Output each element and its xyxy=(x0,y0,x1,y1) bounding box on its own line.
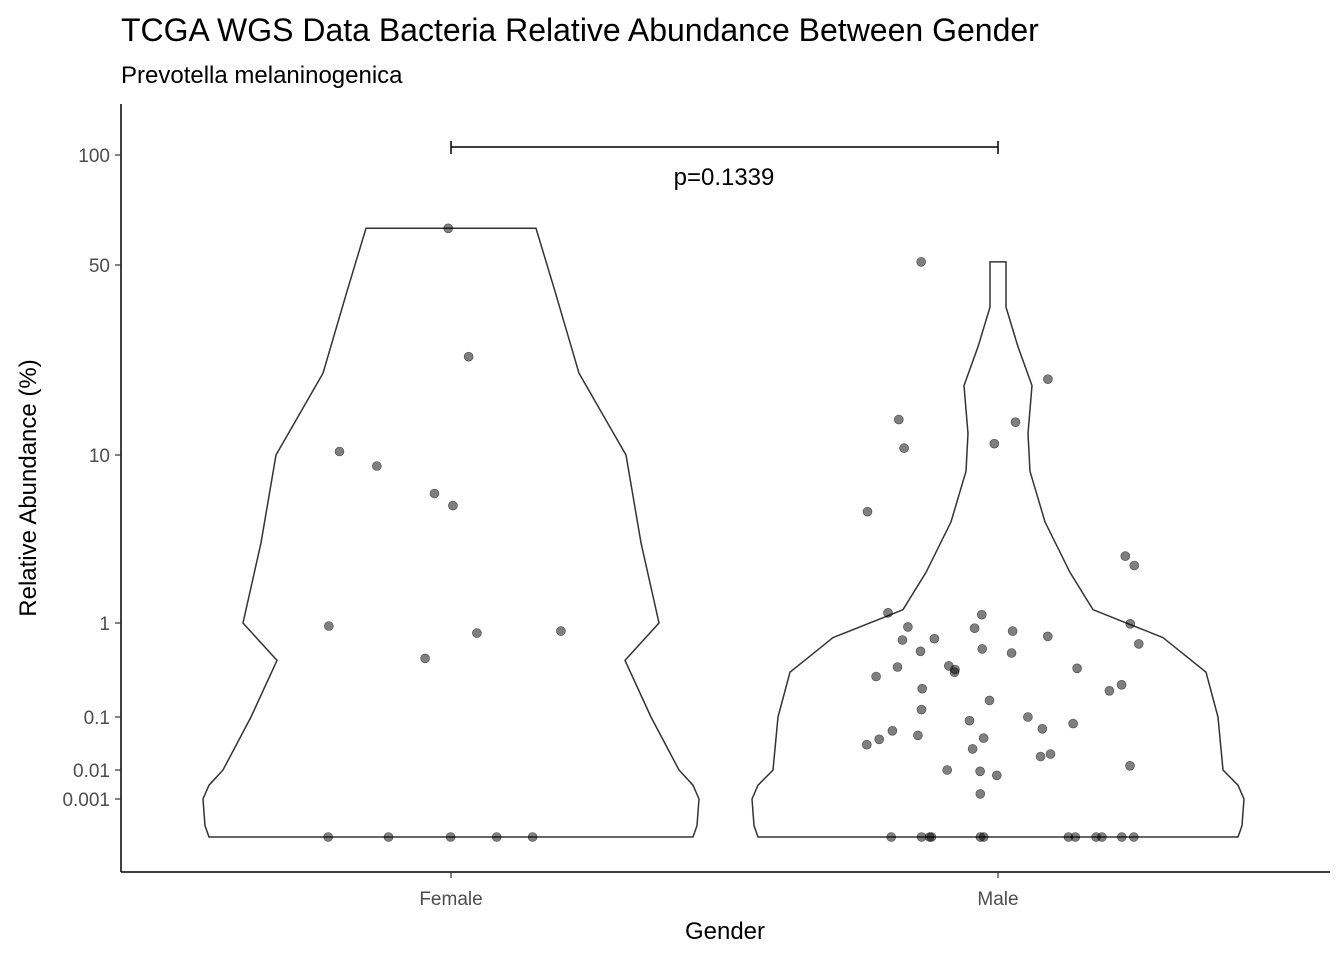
data-point-male xyxy=(1125,760,1135,771)
y-tick-label: 0.1 xyxy=(84,708,110,729)
y-axis-ticks: 0.001 0.01 0.1 1 10 50 100 xyxy=(62,146,121,811)
data-point-male xyxy=(949,667,960,678)
data-point-female xyxy=(323,621,334,631)
data-point-male xyxy=(861,739,872,750)
data-point-male xyxy=(892,662,903,672)
y-axis-title: Relative Abundance (%) xyxy=(15,359,42,616)
data-point-male xyxy=(1010,417,1021,428)
x-tick-label: Female xyxy=(419,889,482,910)
data-point-male xyxy=(1070,832,1081,842)
data-point-male xyxy=(883,607,893,618)
data-point-male xyxy=(1037,723,1048,734)
data-point-male xyxy=(916,257,927,267)
data-point-male xyxy=(969,623,980,634)
data-point-female xyxy=(527,832,538,842)
data-point-male xyxy=(989,438,1000,449)
data-point-male xyxy=(975,789,986,799)
data-point-female xyxy=(491,832,502,842)
data-point-male xyxy=(1023,712,1033,722)
data-point-male xyxy=(1116,679,1127,690)
data-point-female xyxy=(472,628,482,638)
data-point-male xyxy=(978,733,989,743)
data-point-male xyxy=(871,671,881,682)
data-point-male xyxy=(897,635,908,645)
data-point-male xyxy=(976,609,987,620)
data-point-male xyxy=(942,765,953,775)
data-point-male xyxy=(1129,832,1139,842)
data-point-male xyxy=(887,725,898,736)
points-layer xyxy=(323,223,1144,842)
data-point-male xyxy=(926,832,937,842)
data-point-male xyxy=(893,414,904,425)
y-tick-label: 50 xyxy=(89,256,110,277)
data-point-male xyxy=(917,683,928,694)
data-point-male xyxy=(916,832,927,842)
data-point-male xyxy=(1117,832,1127,842)
data-point-female xyxy=(445,832,456,842)
data-point-male xyxy=(991,770,1002,781)
y-tick-label: 0.001 xyxy=(62,790,110,811)
data-point-male xyxy=(903,622,913,632)
data-point-male xyxy=(1068,718,1078,729)
data-point-female xyxy=(334,446,345,457)
p-value-label: p=0.1339 xyxy=(674,164,775,191)
data-point-male xyxy=(1120,551,1131,561)
data-point-male xyxy=(913,730,923,741)
data-point-female xyxy=(448,500,458,511)
data-point-female xyxy=(323,832,334,842)
data-point-male xyxy=(1043,631,1053,642)
data-point-male xyxy=(1045,749,1056,759)
data-point-male xyxy=(984,695,995,706)
data-point-female xyxy=(556,626,566,636)
y-tick-label: 10 xyxy=(89,446,110,467)
data-point-male xyxy=(874,734,885,745)
data-point-male xyxy=(967,744,978,754)
data-point-male xyxy=(915,646,926,657)
data-point-male xyxy=(1134,639,1144,649)
chart-title: TCGA WGS Data Bacteria Relative Abundanc… xyxy=(121,12,1039,48)
x-axis-ticks: Female Male xyxy=(419,872,1019,910)
y-tick-label: 0.01 xyxy=(73,761,110,782)
violin-female xyxy=(202,227,700,838)
significance-bracket: p=0.1339 xyxy=(450,141,999,191)
data-point-male xyxy=(1043,374,1053,385)
data-point-male xyxy=(1104,685,1115,696)
data-point-female xyxy=(371,461,382,471)
data-point-male xyxy=(977,644,988,654)
y-tick-label: 100 xyxy=(78,146,110,167)
data-point-male xyxy=(1035,751,1046,762)
data-point-male xyxy=(1125,618,1135,629)
data-point-female xyxy=(443,223,454,234)
data-point-male xyxy=(975,766,985,777)
violin-male xyxy=(751,261,1245,838)
chart-subtitle: Prevotella melaninogenica xyxy=(121,62,403,89)
data-point-male xyxy=(929,633,940,644)
data-point-male xyxy=(899,443,909,453)
data-point-female xyxy=(420,653,430,664)
x-tick-label: Male xyxy=(977,889,1018,910)
data-point-male xyxy=(1006,648,1017,658)
data-point-female xyxy=(463,351,474,362)
data-point-male xyxy=(916,704,927,715)
data-point-female xyxy=(429,488,440,499)
data-point-female xyxy=(383,832,394,842)
data-point-male xyxy=(862,506,873,517)
data-point-male xyxy=(1129,560,1140,571)
data-point-male xyxy=(975,832,986,842)
data-point-male xyxy=(886,832,897,842)
data-point-male xyxy=(1072,663,1082,674)
data-point-male xyxy=(964,715,975,726)
x-axis-title: Gender xyxy=(685,918,765,945)
y-tick-label: 1 xyxy=(99,614,110,635)
data-point-male xyxy=(1007,626,1018,636)
data-point-male xyxy=(1097,832,1107,842)
violin-layer xyxy=(202,227,1245,838)
